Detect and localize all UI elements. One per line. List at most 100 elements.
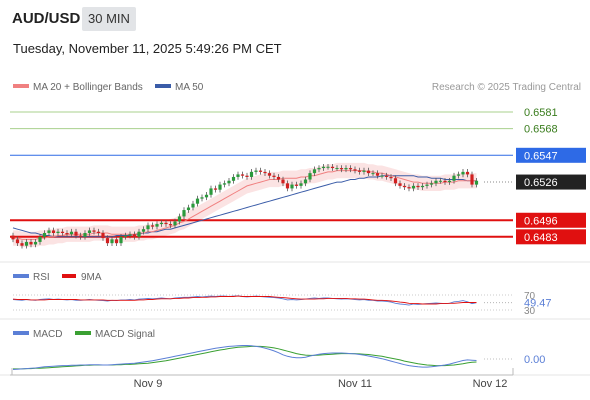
candle-body xyxy=(317,168,321,170)
candle-body xyxy=(357,170,362,172)
candle-body xyxy=(366,170,371,174)
candle-body xyxy=(146,225,150,230)
legend-swatch-ma50 xyxy=(155,84,171,88)
price-panel: MA 20 + Bollinger Bands MA 50 Research © 2… xyxy=(10,82,586,249)
candle-body xyxy=(231,176,236,181)
current-price-label: 0.6526 xyxy=(524,177,558,189)
legend-label: MACD Signal xyxy=(95,329,155,340)
candle-body xyxy=(195,198,200,204)
candle-body xyxy=(258,170,263,172)
candle-body xyxy=(177,216,182,222)
macd-zero-label: 0.00 xyxy=(524,354,545,366)
candle-body xyxy=(398,183,402,186)
candle-body xyxy=(452,175,456,181)
legend-label: MA 50 xyxy=(175,82,204,93)
macd-panel: MACD MACD Signal 0.00 xyxy=(12,329,545,370)
legend-label: MACD xyxy=(33,329,62,340)
candle-body xyxy=(285,183,290,189)
candle-body xyxy=(339,168,344,170)
ma20-line xyxy=(13,170,477,240)
candle-body xyxy=(425,184,429,186)
candle-body xyxy=(330,166,335,169)
candle-body xyxy=(443,180,447,183)
candle-body xyxy=(200,197,204,199)
candle-body xyxy=(312,169,317,174)
timeframe-button[interactable]: 30 MIN xyxy=(82,7,136,31)
level-label: 0.6581 xyxy=(524,107,558,119)
candle-body xyxy=(186,207,191,211)
candle-body xyxy=(420,185,425,188)
source-note: Research © 2025 Trading Central xyxy=(432,82,581,93)
candle-body xyxy=(33,241,38,245)
candle-body xyxy=(51,230,56,233)
candle-body xyxy=(83,232,87,237)
candle-body xyxy=(20,243,24,246)
candle-body xyxy=(465,171,470,175)
candle-body xyxy=(389,176,393,179)
candle-body xyxy=(438,180,443,182)
candle-body xyxy=(416,185,420,188)
candle-body xyxy=(47,230,51,233)
legend-label: 9MA xyxy=(81,272,102,283)
candle-body xyxy=(105,238,110,244)
candle-body xyxy=(155,224,159,227)
candle-body xyxy=(461,171,465,175)
candle-body xyxy=(164,222,168,225)
macd-line xyxy=(12,345,477,370)
time-axis-label: Nov 11 xyxy=(338,378,372,390)
level-label: 0.6483 xyxy=(524,232,558,244)
candle-body xyxy=(78,235,83,237)
candle-body xyxy=(254,170,258,172)
legend-swatch-macd-signal xyxy=(75,331,91,335)
level-label-box xyxy=(516,229,586,245)
level-label-box xyxy=(516,147,586,163)
candle-body xyxy=(132,234,137,237)
candle-body xyxy=(299,183,303,186)
ma50-line xyxy=(12,175,477,238)
candle-body xyxy=(411,185,416,189)
legend-label: RSI xyxy=(33,272,50,283)
candle-body xyxy=(249,171,254,177)
candle-body xyxy=(137,231,141,237)
candle-body xyxy=(222,183,227,185)
candle-body xyxy=(213,188,218,190)
level-label: 0.6496 xyxy=(524,215,558,227)
legend-swatch-rsi-9ma xyxy=(62,274,76,278)
candle-body xyxy=(96,231,101,233)
candle-body xyxy=(110,239,114,244)
candle-body xyxy=(335,168,339,170)
candle-body xyxy=(303,179,308,184)
candle-body xyxy=(371,173,375,175)
time-axis: Nov 9 Nov 11 Nov 12 xyxy=(10,368,514,390)
candle-body xyxy=(236,174,240,177)
current-price-box xyxy=(516,174,586,190)
candle-body xyxy=(60,231,65,233)
legend-label: MA 20 + Bollinger Bands xyxy=(33,82,143,93)
candle-body xyxy=(218,184,222,190)
candle-body xyxy=(294,184,299,186)
candle-body xyxy=(150,225,155,227)
rsi-reference-label: 30 xyxy=(524,306,536,317)
level-label: 0.6547 xyxy=(524,150,558,162)
candle-body xyxy=(348,168,353,170)
candle-body xyxy=(92,230,96,232)
candle-body xyxy=(209,188,213,195)
candle-body xyxy=(159,222,164,225)
rsi-9ma-line xyxy=(12,295,477,305)
candle-body xyxy=(182,210,186,217)
candle-body xyxy=(123,235,128,237)
bollinger-band xyxy=(13,162,477,247)
candle-body xyxy=(470,174,474,185)
candle-body xyxy=(141,229,146,232)
candle-body xyxy=(38,236,42,242)
candle-body xyxy=(56,231,60,233)
candle-body xyxy=(353,169,357,171)
candle-body xyxy=(429,183,434,185)
candle-body xyxy=(276,176,281,180)
level-label-box xyxy=(516,212,586,228)
candle-body xyxy=(101,232,105,239)
candle-body xyxy=(474,180,479,185)
candle-body xyxy=(267,173,272,176)
